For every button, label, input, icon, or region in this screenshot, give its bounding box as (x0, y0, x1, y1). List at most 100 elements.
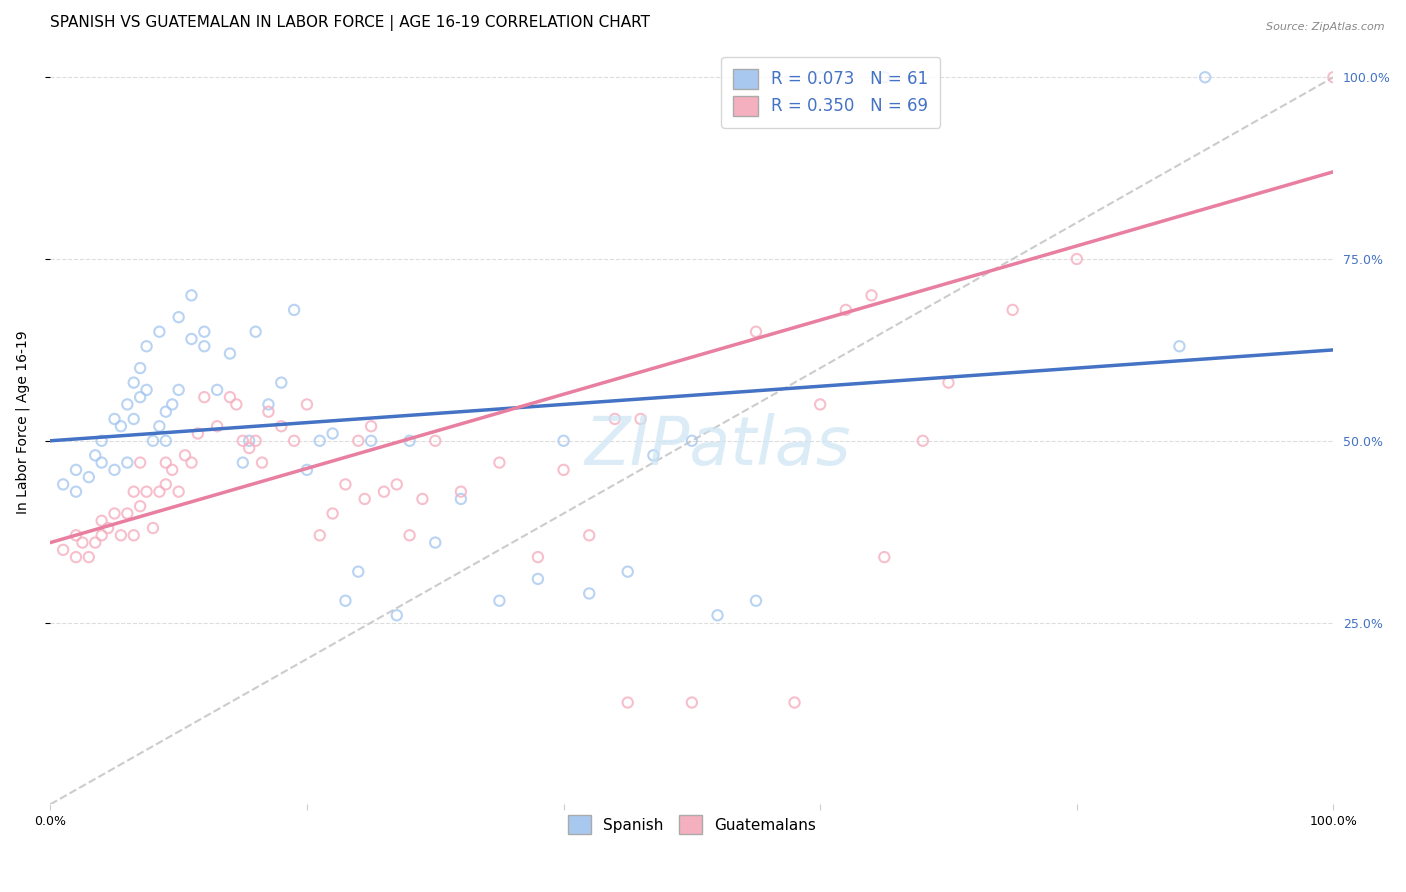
Point (938, 376, 960, 390)
Point (353, 491, 375, 506)
Point (835, 302, 858, 317)
Point (450, 484, 472, 499)
Point (65, 484, 87, 499)
Point (167, 484, 190, 499)
Point (245, 325, 267, 339)
Point (783, 696, 806, 710)
Y-axis label: In Labor Force | Age 16-19: In Labor Force | Age 16-19 (15, 331, 30, 515)
Point (873, 70, 896, 85)
Point (643, 448, 665, 462)
Point (135, 484, 157, 499)
Point (398, 434, 420, 448)
Point (97, 521, 120, 535)
Point (84, 448, 107, 462)
Point (142, 434, 165, 448)
Point (129, 500, 152, 514)
Text: SPANISH VS GUATEMALAN IN LABOR FORCE | AGE 16-19 CORRELATION CHART: SPANISH VS GUATEMALAN IN LABOR FORCE | A… (51, 15, 651, 31)
Point (398, 528, 420, 542)
Point (155, 477, 177, 491)
Point (270, 419, 292, 434)
Point (808, 70, 831, 85)
Point (155, 456, 177, 470)
Point (65, 550, 87, 565)
Point (335, 477, 357, 491)
Point (160, 397, 183, 411)
Point (1168, 339, 1191, 353)
Point (553, 434, 575, 448)
Point (129, 361, 152, 376)
Point (122, 484, 145, 499)
Point (167, 310, 190, 325)
Point (347, 434, 370, 448)
Point (90, 456, 112, 470)
Point (578, 528, 600, 542)
Point (745, 593, 768, 607)
Point (219, 346, 242, 360)
Point (193, 325, 215, 339)
Point (52, 542, 75, 557)
Point (283, 434, 305, 448)
Point (103, 412, 125, 426)
Point (180, 288, 202, 302)
Point (180, 456, 202, 470)
Point (1322, 70, 1344, 85)
Point (90, 434, 112, 448)
Point (681, 696, 703, 710)
Point (180, 332, 202, 346)
Point (681, 434, 703, 448)
Point (411, 491, 433, 506)
Point (187, 426, 209, 441)
Point (578, 586, 600, 600)
Point (308, 434, 330, 448)
Point (142, 521, 165, 535)
Point (873, 550, 896, 565)
Point (1194, 70, 1216, 85)
Point (488, 593, 510, 607)
Point (110, 419, 132, 434)
Point (205, 419, 228, 434)
Point (110, 528, 132, 542)
Point (129, 390, 152, 404)
Point (270, 376, 292, 390)
Point (488, 456, 510, 470)
Point (425, 434, 447, 448)
Point (129, 456, 152, 470)
Point (148, 419, 170, 434)
Point (148, 484, 170, 499)
Point (1066, 252, 1088, 266)
Point (65, 528, 87, 542)
Point (425, 535, 447, 549)
Point (219, 390, 242, 404)
Point (160, 463, 183, 477)
Point (257, 405, 280, 419)
Point (117, 456, 139, 470)
Point (360, 419, 382, 434)
Text: Source: ZipAtlas.com: Source: ZipAtlas.com (1267, 22, 1385, 32)
Point (616, 696, 638, 710)
Point (347, 565, 370, 579)
Legend: Spanish, Guatemalans: Spanish, Guatemalans (555, 803, 828, 847)
Point (553, 463, 575, 477)
Point (193, 339, 215, 353)
Point (103, 507, 125, 521)
Point (122, 412, 145, 426)
Point (232, 456, 254, 470)
Point (630, 412, 652, 426)
Point (117, 397, 139, 411)
Point (322, 507, 344, 521)
Point (52, 477, 75, 491)
Point (295, 463, 318, 477)
Point (117, 507, 139, 521)
Point (450, 491, 472, 506)
Point (155, 405, 177, 419)
Point (238, 441, 260, 455)
Point (77, 550, 100, 565)
Point (225, 397, 247, 411)
Point (322, 426, 344, 441)
Point (616, 565, 638, 579)
Point (745, 325, 768, 339)
Point (90, 514, 112, 528)
Point (238, 434, 260, 448)
Point (77, 470, 100, 484)
Point (193, 390, 215, 404)
